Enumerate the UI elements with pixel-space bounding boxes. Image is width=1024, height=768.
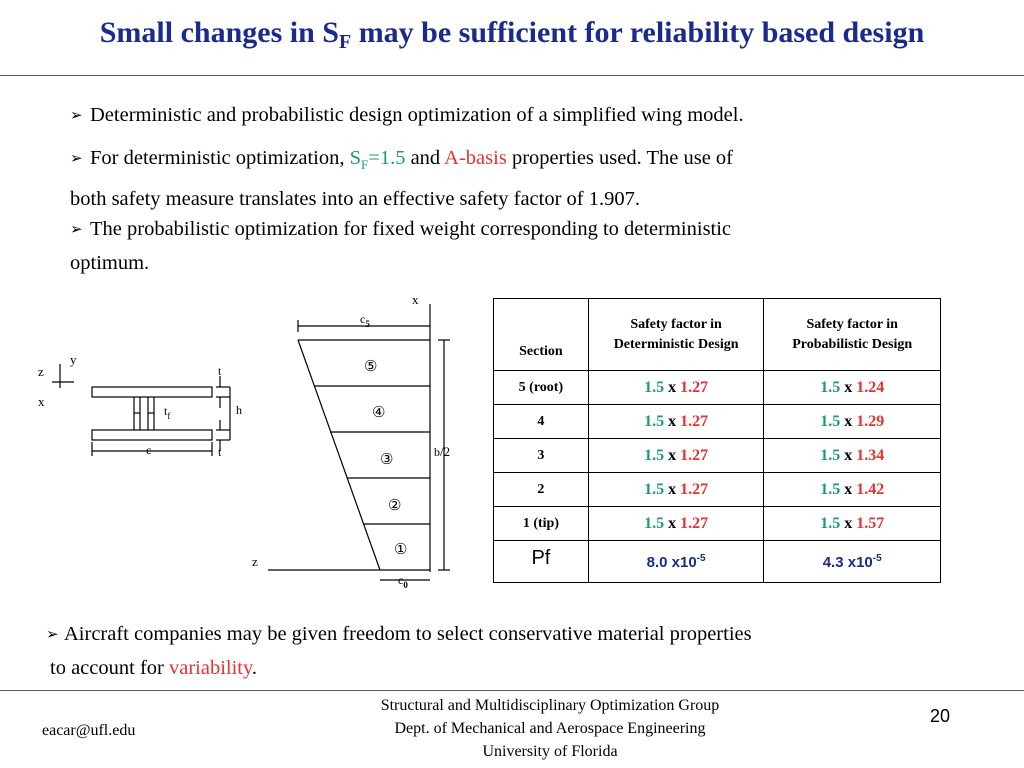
cs-c-label: c [146,443,151,457]
bullet-2-pre: For deterministic optimization, [90,147,350,169]
row-section: 5 (root) [493,370,589,405]
cs-t-bottom-label: t [218,445,222,459]
arrow-bullet-icon: ➢ [70,149,83,167]
pf-label: Pf [493,540,589,583]
bullet-2-abasis: A-basis [444,147,507,169]
bullet-3: ➢ The probabilistic optimization for fixe… [70,212,731,280]
row-prob-value: 1.5 x 1.34 [763,438,941,473]
bullet-2-line2: both safety measure translates into an e… [70,188,640,211]
bullet-2-sf: SF=1.5 [349,147,406,173]
row-section: 2 [493,472,589,507]
row-section: 3 [493,438,589,473]
slide-title: Small changes in SF may be sufficient fo… [0,16,1024,54]
row-section: 4 [493,404,589,439]
row-prob-value: 1.5 x 1.57 [763,506,941,541]
bullet-2: ➢ For deterministic optimization, SF=1.5 … [70,141,733,216]
bullet-3-line1: The probabilistic optimization for fixed… [90,218,732,240]
footer-line-1: Structural and Multidisciplinary Optimiz… [380,697,720,714]
arrow-bullet-icon: ➢ [70,220,83,238]
row-det-value: 1.5 x 1.27 [587,370,765,405]
wing-section-1: ① [394,542,407,558]
wing-b2-label: b/2 [434,444,450,459]
arrow-bullet-icon: ➢ [70,106,83,124]
top-flange [91,386,213,398]
table-header-row: Section Safety factor in Deterministic D… [493,298,941,371]
bullet-3-line2: optimum. [70,252,150,274]
cs-z-label: z [38,364,44,379]
title-pre: Small changes in S [99,16,339,49]
row-det-value: 1.5 x 1.27 [587,472,765,507]
row-det-value: 1.5 x 1.27 [587,404,765,439]
bottom-flange [91,429,213,441]
cs-t-top-label: t [218,364,222,378]
table-row: 4 1.5 x 1.27 1.5 x 1.29 [493,404,941,439]
row-det-value: 1.5 x 1.27 [587,506,765,541]
bullet-1-text: Deterministic and probabilistic design o… [90,104,744,126]
row-prob-value: 1.5 x 1.42 [763,472,941,507]
wing-c0-label: c0 [398,573,408,590]
wing-section-5: ⑤ [364,359,377,375]
bullet-4-pre: to account for [50,657,169,679]
page-number: 20 [930,706,951,726]
wing-z-label: z [252,554,258,569]
cs-h-label: h [236,403,242,417]
footer-affiliation: Structural and Multidisciplinary Optimiz… [300,694,800,763]
arrow-bullet-icon: ➢ [46,625,59,643]
row-section: 1 (tip) [493,506,589,541]
safety-factor-table: Section Safety factor in Deterministic D… [493,298,941,583]
row-prob-value: 1.5 x 1.29 [763,404,941,439]
table-row: 2 1.5 x 1.27 1.5 x 1.42 [493,472,941,507]
wing-section-4: ④ [372,405,385,421]
bullet-4-end: . [251,657,258,679]
table-row-pf: Pf 8.0 x10-5 4.3 x10-5 [493,540,941,583]
footer-line-2: Dept. of Mechanical and Aerospace Engine… [394,720,706,737]
bullet-2-and: and [405,147,445,169]
cs-y-label: y [70,352,77,367]
row-det-value: 1.5 x 1.27 [587,438,765,473]
footer-email: eacar@ufl.edu [42,722,136,739]
title-post: may be sufficient for reliability based … [351,16,925,49]
wing-section-3: ③ [380,452,393,468]
cs-x-label: x [38,394,45,409]
wing-x-label: x [412,292,419,307]
table-row: 5 (root) 1.5 x 1.27 1.5 x 1.24 [493,370,941,405]
wing-leading-edge [297,339,381,571]
footer-line-3: University of Florida [482,743,618,760]
wing-planform-diagram: x z c5 c0 b/2 ⑤ ④ ③ ② ① [252,292,450,590]
header-probabilistic: Safety factor in Probabilistic Design [763,298,941,371]
title-sub: F [338,31,352,53]
bullet-4: ➢ Aircraft companies may be given freedom… [46,617,752,685]
table-row: 1 (tip) 1.5 x 1.27 1.5 x 1.57 [493,506,941,541]
wing-section-2: ② [388,498,401,514]
pf-deterministic: 8.0 x10-5 [587,540,765,583]
bullet-1: ➢ Deterministic and probabilistic design … [70,98,744,132]
title-divider [0,75,1024,76]
header-section: Section [493,298,589,371]
header-deterministic: Safety factor in Deterministic Design [587,298,765,371]
cs-tf-label: tf [164,404,170,421]
cross-section-diagram: y z x t h tf c t [38,352,242,459]
bullet-4-variability: variability [168,657,252,679]
footer-divider [0,690,1024,691]
pf-probabilistic: 4.3 x10-5 [763,540,941,583]
table-row: 3 1.5 x 1.27 1.5 x 1.34 [493,438,941,473]
row-prob-value: 1.5 x 1.24 [763,370,941,405]
bullet-2-post: properties used. The use of [506,147,734,169]
wing-c5-label: c5 [360,312,370,329]
bullet-4-line1: Aircraft companies may be given freedom … [64,623,752,645]
